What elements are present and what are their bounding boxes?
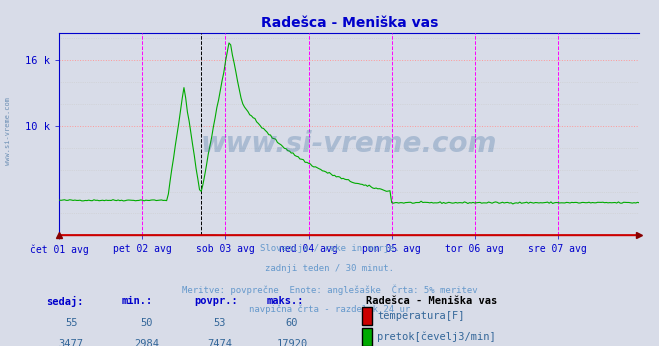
Text: www.si-vreme.com: www.si-vreme.com: [201, 130, 498, 158]
Text: min.:: min.:: [122, 296, 153, 306]
Text: 2984: 2984: [134, 339, 159, 346]
Text: Meritve: povprečne  Enote: anglešaške  Črta: 5% meritev: Meritve: povprečne Enote: anglešaške Črt…: [182, 284, 477, 294]
Text: Slovenija / reke in morje.: Slovenija / reke in morje.: [260, 244, 399, 253]
Text: Radešca - Meniška vas: Radešca - Meniška vas: [366, 296, 497, 306]
Text: 50: 50: [141, 318, 153, 328]
Text: 17920: 17920: [276, 339, 308, 346]
Text: 53: 53: [214, 318, 225, 328]
Text: sedaj:: sedaj:: [46, 296, 84, 307]
Text: 7474: 7474: [207, 339, 232, 346]
Text: www.si-vreme.com: www.si-vreme.com: [5, 98, 11, 165]
Text: pretok[čevelj3/min]: pretok[čevelj3/min]: [377, 331, 496, 342]
Text: povpr.:: povpr.:: [194, 296, 238, 306]
Text: zadnji teden / 30 minut.: zadnji teden / 30 minut.: [265, 264, 394, 273]
Text: navpična črta - razdelek 24 ur: navpična črta - razdelek 24 ur: [249, 304, 410, 313]
Text: temperatura[F]: temperatura[F]: [377, 311, 465, 321]
Text: 60: 60: [286, 318, 298, 328]
Text: 55: 55: [65, 318, 77, 328]
Text: 3477: 3477: [59, 339, 84, 346]
Text: maks.:: maks.:: [267, 296, 304, 306]
Title: Radešca - Meniška vas: Radešca - Meniška vas: [260, 16, 438, 30]
